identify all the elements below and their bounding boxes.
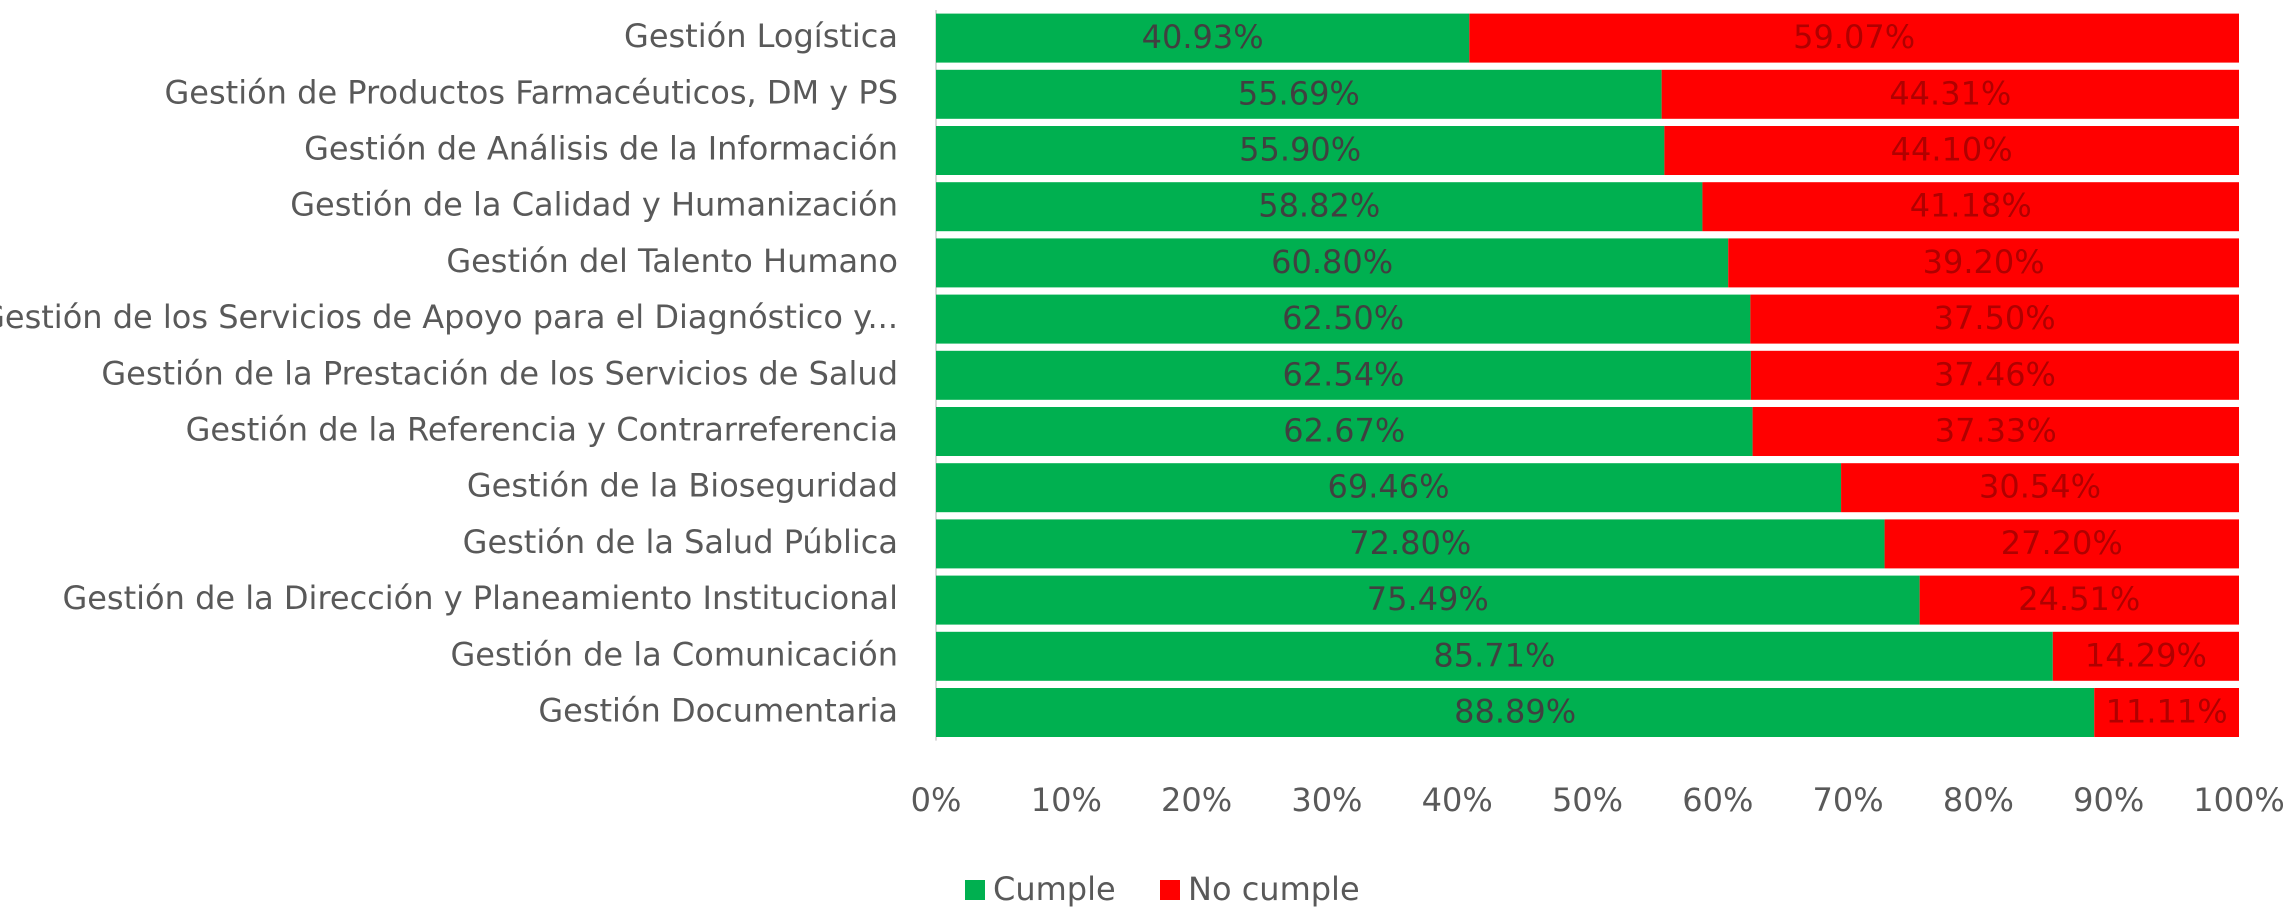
bar-segment: [1750, 294, 2239, 344]
x-tick-label: 50%: [1552, 781, 1623, 819]
data-label: 11.11%: [2106, 693, 2228, 731]
bar-segment: [936, 294, 1751, 344]
bar-segment: [1841, 463, 2239, 513]
bar-segment: [936, 519, 1885, 569]
x-tick-label: 40%: [1422, 781, 1493, 819]
data-label: 14.29%: [2085, 636, 2207, 674]
bar-segment: [1752, 407, 2239, 456]
x-tick-label: 30%: [1291, 781, 1362, 819]
bar-segment: [936, 13, 1470, 63]
bar-segment: [1884, 519, 2239, 569]
category-label: Gestión de la Salud Pública: [463, 523, 898, 561]
x-tick-label: 60%: [1682, 781, 1753, 819]
legend-label: No cumple: [1188, 870, 1360, 908]
category-label: Gestión Logística: [624, 17, 898, 55]
bar-segment: [936, 463, 1842, 513]
category-label: Gestión de la Calidad y Humanización: [290, 186, 898, 224]
data-label: 41.18%: [1910, 187, 2032, 225]
bar-segment: [1750, 350, 2239, 400]
data-label: 59.07%: [1793, 18, 1915, 56]
bar-segment: [936, 182, 1703, 232]
x-tick-label: 70%: [1813, 781, 1884, 819]
bar-segment: [936, 575, 1920, 625]
legend-swatch: [1160, 880, 1180, 900]
data-label: 55.90%: [1239, 131, 1361, 169]
data-label: 44.31%: [1889, 74, 2011, 112]
x-tick-label: 10%: [1031, 781, 1102, 819]
data-label: 62.50%: [1282, 299, 1404, 337]
data-label: 72.80%: [1349, 524, 1471, 562]
bar-segment: [1664, 126, 2239, 175]
category-label: Gestión de la Dirección y Planeamiento I…: [62, 579, 898, 617]
data-label: 27.20%: [2001, 524, 2123, 562]
bar-segment: [1702, 182, 2239, 232]
x-tick-label: 80%: [1943, 781, 2014, 819]
bar-segment: [2094, 688, 2239, 737]
data-label: 88.89%: [1454, 693, 1576, 731]
data-label: 44.10%: [1891, 131, 2013, 169]
data-label: 55.69%: [1238, 74, 1360, 112]
x-tick-label: 100%: [2193, 781, 2284, 819]
bar-segment: [936, 631, 2053, 681]
x-tick-label: 90%: [2073, 781, 2144, 819]
legend-label: Cumple: [993, 870, 1116, 908]
category-label: Gestión Documentaria: [538, 692, 898, 730]
category-label: Gestión de la Comunicación: [450, 635, 898, 673]
bar-segment: [936, 126, 1665, 175]
x-tick-label: 0%: [911, 781, 962, 819]
data-label: 40.93%: [1142, 18, 1264, 56]
category-label: Gestión de la Bioseguridad: [467, 467, 898, 505]
category-label: Gestión de la Prestación de los Servicio…: [101, 354, 898, 392]
category-label: Gestión de Análisis de la Información: [304, 130, 898, 168]
bar-segment: [936, 69, 1662, 119]
data-label: 69.46%: [1328, 468, 1450, 506]
category-label: Gestión de la Referencia y Contrarrefere…: [186, 411, 898, 449]
data-label: 62.67%: [1283, 412, 1405, 450]
category-label: Gestión de Productos Farmacéuticos, DM y…: [165, 73, 899, 111]
bar-segment: [936, 238, 1729, 288]
data-label: 75.49%: [1367, 580, 1489, 618]
bar-segment: [1728, 238, 2239, 288]
bar-segment: [1661, 69, 2239, 119]
data-label: 39.20%: [1923, 243, 2045, 281]
x-tick-label: 20%: [1161, 781, 1232, 819]
bar-segment: [936, 350, 1751, 400]
data-label: 60.80%: [1271, 243, 1393, 281]
category-label: Gestión de los Servicios de Apoyo para e…: [0, 298, 898, 336]
bar-segment: [936, 407, 1753, 456]
bar-segment: [1469, 13, 2239, 63]
bar-segment: [936, 688, 2095, 737]
data-label: 37.46%: [1934, 355, 2056, 393]
data-label: 58.82%: [1258, 187, 1380, 225]
category-label: Gestión del Talento Humano: [446, 242, 898, 280]
data-label: 62.54%: [1282, 355, 1404, 393]
data-label: 24.51%: [2018, 580, 2140, 618]
data-label: 37.33%: [1935, 412, 2057, 450]
bar-segment: [2052, 631, 2239, 681]
legend-swatch: [965, 880, 985, 900]
data-label: 85.71%: [1433, 636, 1555, 674]
data-label: 30.54%: [1979, 468, 2101, 506]
data-label: 37.50%: [1934, 299, 2056, 337]
bar-segment: [1919, 575, 2239, 625]
